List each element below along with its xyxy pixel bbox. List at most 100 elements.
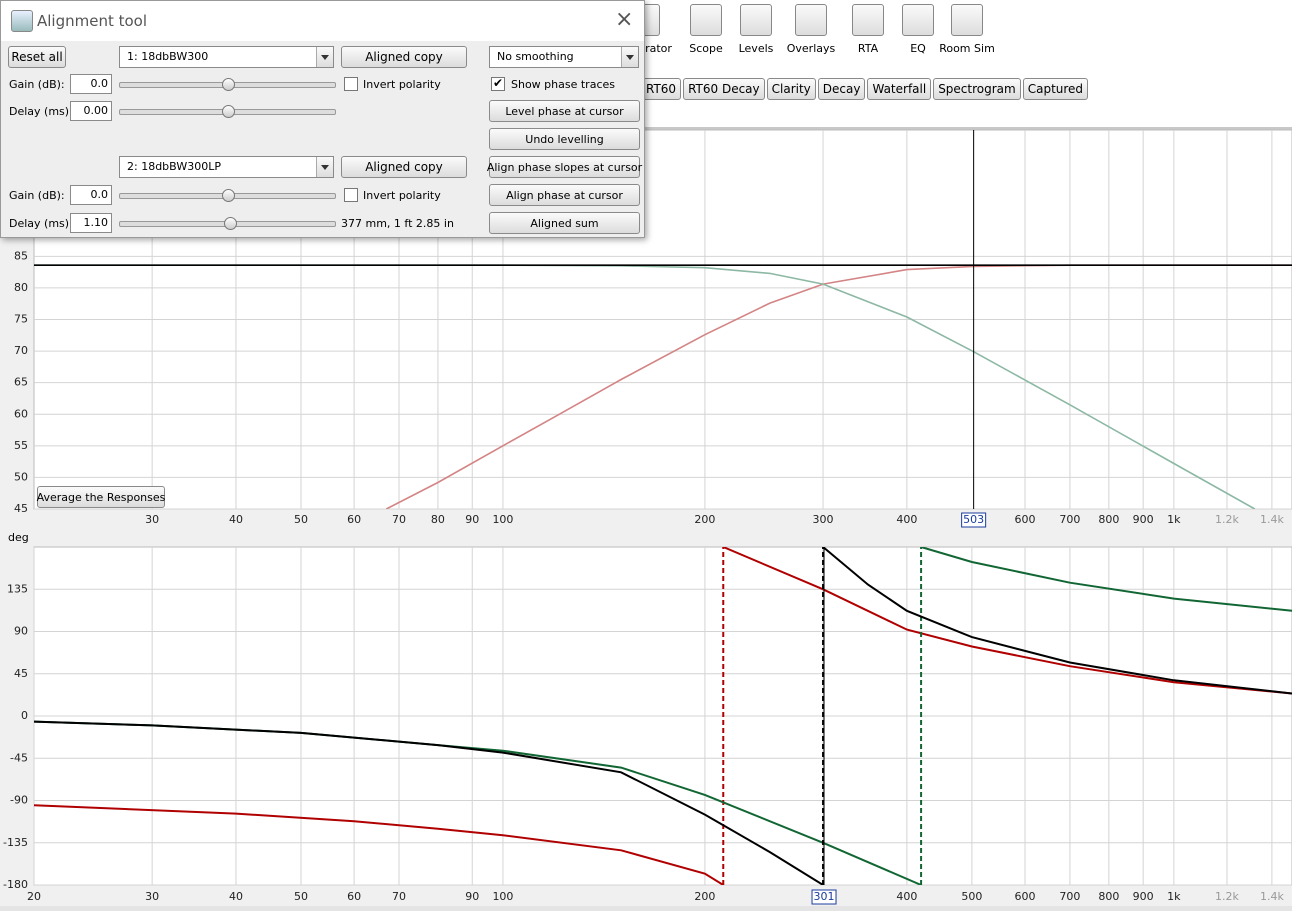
gain-slider[interactable] (119, 189, 336, 202)
y-tick-label: 50 (14, 470, 28, 483)
toolbar-icon (852, 4, 884, 36)
toolbar-icon (690, 4, 722, 36)
x-tick-label: 1.2k (1215, 513, 1239, 526)
x-tick-label: 1k (1167, 513, 1181, 526)
channel-select[interactable]: 1: 18dbBW300 (119, 46, 334, 68)
y-tick-label: 80 (14, 281, 28, 294)
action-button[interactable]: Align phase slopes at cursor (487, 156, 642, 178)
reset-button[interactable]: Reset all (8, 46, 66, 68)
tab[interactable]: RT60 (641, 78, 682, 100)
x-tick-label: 70 (392, 890, 406, 903)
delay-input[interactable]: 0.00 (70, 101, 112, 121)
x-tick-label: 700 (1059, 513, 1080, 526)
distance-label: 377 mm, 1 ft 2.85 in (341, 217, 454, 230)
invert-checkbox[interactable] (344, 188, 358, 202)
x-tick-label: 1.2k (1215, 890, 1239, 903)
x-tick-label: 100 (492, 513, 513, 526)
toolbar-label: Overlays (786, 42, 836, 55)
x-tick-label: 60 (347, 513, 361, 526)
toolbar-label: Scope (689, 42, 723, 55)
toolbar-icon (795, 4, 827, 36)
delay-label: Delay (ms): (9, 105, 73, 118)
tab[interactable]: Spectrogram (933, 78, 1021, 100)
toolbar-icon (740, 4, 772, 36)
channel-select[interactable]: 2: 18dbBW300LP (119, 156, 334, 178)
aligned-copy-button[interactable]: Aligned copy (341, 156, 467, 178)
action-button[interactable]: Aligned sum (489, 212, 640, 234)
invert-label: Invert polarity (363, 189, 441, 202)
invert-checkbox[interactable] (344, 77, 358, 91)
tab[interactable]: Decay (817, 78, 866, 100)
smoothing-text: No smoothing (497, 50, 574, 63)
x-tick-label: 600 (1015, 890, 1036, 903)
x-tick-label: 90 (465, 890, 479, 903)
x-tick-label: 30 (145, 513, 159, 526)
action-button[interactable]: Align phase at cursor (489, 184, 640, 206)
gain-input[interactable]: 0.0 (70, 74, 112, 94)
x-tick-label: 20 (27, 890, 41, 903)
x-tick-label: 30 (145, 890, 159, 903)
gain-slider[interactable] (119, 78, 336, 91)
delay-label: Delay (ms): (9, 217, 73, 230)
toolbar-button[interactable]: EQ (888, 4, 948, 55)
y-tick-label: 0 (21, 709, 28, 722)
x-tick-label: 50 (294, 890, 308, 903)
tab[interactable]: Clarity (766, 78, 816, 100)
title-bar: Alignment tool × (1, 1, 644, 41)
action-button[interactable]: Level phase at cursor (489, 100, 640, 122)
x-tick-label: 500 (961, 890, 982, 903)
traces (34, 547, 1292, 885)
smoothing-select[interactable]: No smoothing (489, 46, 639, 68)
y-tick-label: 55 (14, 439, 28, 452)
delay-slider[interactable] (119, 217, 336, 230)
y-tick-label: 60 (14, 407, 28, 420)
alignment-dialog: Alignment tool × Reset all 1: 18dbBW300 … (0, 0, 645, 238)
x-tick-label: 40 (229, 513, 243, 526)
x-tick-label: 1k (1167, 890, 1181, 903)
toolbar-button[interactable]: Levels (726, 4, 786, 55)
gain-input[interactable]: 0.0 (70, 185, 112, 205)
action-button[interactable]: Undo levelling (489, 128, 640, 150)
x-tick-label: 100 (492, 890, 513, 903)
app-icon (11, 10, 33, 32)
tab[interactable]: RT60 Decay (683, 78, 765, 100)
toolbar-label: RTA (857, 42, 879, 55)
x-tick-label: 200 (694, 890, 715, 903)
toolbar-button[interactable]: RTA (838, 4, 898, 55)
x-tick-label: 700 (1059, 890, 1080, 903)
cursor-label: 301 (814, 890, 835, 903)
x-tick-label: 800 (1098, 513, 1119, 526)
tab[interactable]: Captured (1022, 78, 1089, 100)
x-tick-label: 400 (896, 513, 917, 526)
phase-label: Show phase traces (511, 78, 615, 91)
cursor-box (961, 512, 987, 528)
y-axis-label: deg (8, 531, 29, 544)
x-tick-label: 800 (1098, 890, 1119, 903)
phase-checkbox[interactable]: ✔ (491, 76, 505, 91)
x-tick-label: 400 (896, 890, 917, 903)
toolbar-button[interactable]: Room Sim (937, 4, 997, 55)
delay-input[interactable]: 1.10 (70, 213, 112, 233)
divider (0, 127, 1292, 130)
y-tick-label: -180 (3, 878, 28, 891)
traces (34, 264, 1292, 509)
y-tick-label: -90 (10, 794, 28, 807)
delay-slider[interactable] (119, 105, 336, 118)
toolbar-button[interactable]: Overlays (781, 4, 841, 55)
trace (34, 547, 1292, 885)
aligned-copy-button[interactable]: Aligned copy (341, 46, 467, 68)
y-tick-label: 45 (14, 502, 28, 515)
close-button[interactable]: × (615, 7, 634, 32)
average-button[interactable]: Average the Responses (37, 486, 165, 508)
y-tick-label: -45 (10, 751, 28, 764)
tab-row: RT60 RT60 Decay Clarity Decay Waterfall Spect… (641, 78, 1089, 100)
toolbar-button[interactable]: Scope (676, 4, 736, 55)
channel-select-text: 2: 18dbBW300LP (127, 160, 221, 173)
y-tick-label: 90 (14, 625, 28, 638)
toolbar-icon (951, 4, 983, 36)
x-tick-label: 70 (392, 513, 406, 526)
y-tick-label: 85 (14, 249, 28, 262)
y-tick-label: 45 (14, 667, 28, 680)
x-tick-label: 60 (347, 890, 361, 903)
tab[interactable]: Waterfall (867, 78, 932, 100)
